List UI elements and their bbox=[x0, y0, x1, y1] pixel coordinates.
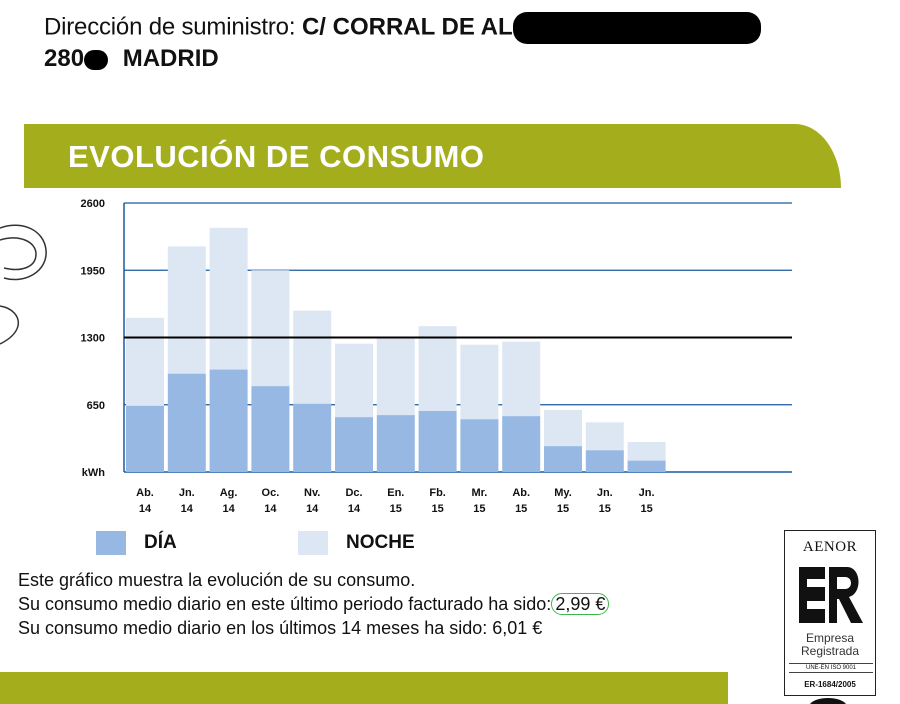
supply-address: Dirección de suministro: C/ CORRAL DE AL… bbox=[44, 12, 761, 74]
x-tick-label-year: 15 bbox=[515, 503, 527, 515]
x-tick-label-year: 14 bbox=[348, 503, 361, 515]
bar-noche bbox=[460, 344, 499, 420]
aenor-registered: Empresa Registrada bbox=[785, 632, 875, 658]
section-title: EVOLUCIÓN DE CONSUMO bbox=[68, 139, 485, 174]
y-tick-label: 650 bbox=[87, 400, 105, 412]
supply-street: C/ CORRAL DE AL bbox=[301, 13, 513, 41]
handwritten-scribble bbox=[0, 224, 47, 345]
bar-dia bbox=[251, 386, 290, 472]
bar-noche bbox=[376, 338, 415, 416]
x-tick-label-month: Dc. bbox=[345, 487, 362, 499]
aenor-code: ER-1684/2005 bbox=[804, 680, 856, 689]
bar-noche bbox=[251, 270, 290, 387]
info-line-1: Este gráfico muestra la evolución de su … bbox=[18, 570, 416, 590]
x-tick-label-month: Ag. bbox=[220, 487, 238, 499]
bar-dia bbox=[627, 460, 666, 472]
x-tick-label-month: My. bbox=[554, 487, 572, 499]
last-period-daily-average: 2,99 € bbox=[551, 593, 610, 615]
x-tick-label-month: Jn. bbox=[639, 487, 655, 499]
bar-noche bbox=[335, 343, 373, 418]
consumption-chart: 650 1300 1950 2600 kWh Ab. 14 Jn. 14 Ag. 14 Oc. 14 N… bbox=[81, 198, 792, 515]
x-tick-label-year: 15 bbox=[640, 503, 652, 515]
x-tick-label-year: 14 bbox=[139, 503, 152, 515]
bar-dia bbox=[126, 405, 164, 472]
x-tick-label-month: Jn. bbox=[597, 487, 613, 499]
legend-label-noche: NOCHE bbox=[346, 532, 415, 553]
legend-swatch-dia bbox=[96, 531, 126, 555]
aenor-standard: UNE-EN ISO 9001 bbox=[789, 663, 873, 673]
bar-dia bbox=[167, 373, 206, 472]
bar-dia bbox=[585, 450, 624, 472]
info-line-2: Su consumo medio diario en este último p… bbox=[18, 592, 610, 616]
x-tick-label-year: 15 bbox=[599, 503, 611, 515]
x-tick-label-month: Nv. bbox=[304, 487, 320, 499]
x-tick-label-year: 15 bbox=[390, 503, 402, 515]
y-tick-label: 1300 bbox=[81, 333, 105, 345]
next-section-band bbox=[0, 672, 728, 704]
redaction-block bbox=[84, 49, 109, 70]
x-tick-label-month: En. bbox=[387, 487, 404, 499]
aenor-brand: AENOR bbox=[802, 539, 858, 555]
info-line-2-text: Su consumo medio diario en este último p… bbox=[18, 594, 552, 614]
bar-dia bbox=[209, 369, 248, 472]
bar-noche bbox=[418, 326, 457, 411]
section-header-band bbox=[24, 124, 841, 188]
bar-noche bbox=[126, 317, 164, 406]
x-tick-label-year: 14 bbox=[264, 503, 277, 515]
x-tick-label-month: Ab. bbox=[136, 487, 154, 499]
bar-dia bbox=[460, 419, 499, 472]
x-tick-label-year: 15 bbox=[431, 503, 443, 515]
partial-logo-shape bbox=[810, 698, 846, 704]
legend-swatch-noche bbox=[298, 531, 328, 555]
legend-item-dia: DÍA bbox=[96, 530, 177, 556]
x-tick-label-year: 14 bbox=[306, 503, 319, 515]
x-tick-label-year: 14 bbox=[222, 503, 235, 515]
y-tick-label: 1950 bbox=[81, 265, 105, 277]
x-tick-label-month: Mr. bbox=[471, 487, 487, 499]
aenor-line1: Empresa bbox=[805, 631, 855, 645]
bar-dia bbox=[293, 403, 332, 472]
er-mark-text: ER bbox=[797, 565, 799, 566]
supply-city: MADRID bbox=[122, 45, 219, 72]
bar-dia bbox=[502, 416, 541, 472]
redaction-block bbox=[512, 12, 761, 44]
bar-noche bbox=[293, 310, 332, 404]
aenor-line2: Registrada bbox=[800, 644, 860, 658]
x-tick-label-month: Oc. bbox=[262, 487, 280, 499]
supply-address-label: Dirección de suministro: bbox=[44, 13, 296, 41]
legend-label-dia: DÍA bbox=[144, 532, 177, 553]
bar-noche bbox=[209, 227, 248, 370]
x-tick-label-month: Ab. bbox=[512, 487, 530, 499]
bar-noche bbox=[585, 422, 624, 451]
bar-dia bbox=[418, 410, 457, 472]
bar-dia bbox=[544, 446, 582, 472]
er-mark-icon: ER bbox=[797, 565, 863, 623]
info-line-3: Su consumo medio diario en los últimos 1… bbox=[18, 618, 543, 638]
y-unit-label: kWh bbox=[82, 467, 106, 479]
bar-dia bbox=[335, 417, 373, 472]
x-tick-label-year: 15 bbox=[473, 503, 485, 515]
postcode-prefix: 280 bbox=[44, 45, 85, 72]
bar-noche bbox=[502, 341, 541, 417]
x-tick-label-month: Fb. bbox=[429, 487, 446, 499]
legend-item-noche: NOCHE bbox=[298, 530, 415, 556]
x-tick-label-year: 15 bbox=[557, 503, 569, 515]
bar-dia bbox=[376, 415, 415, 472]
bar-noche bbox=[544, 409, 582, 447]
consumption-info: Este gráfico muestra la evolución de su … bbox=[18, 568, 610, 640]
bar-noche bbox=[167, 246, 206, 374]
x-tick-label-year: 14 bbox=[181, 503, 194, 515]
bar-noche bbox=[627, 441, 666, 461]
y-tick-label: 2600 bbox=[81, 198, 105, 210]
x-tick-label-month: Jn. bbox=[179, 487, 195, 499]
aenor-certification-logo: AENOR ER Empresa Registrada UNE-EN ISO 9… bbox=[784, 530, 876, 696]
